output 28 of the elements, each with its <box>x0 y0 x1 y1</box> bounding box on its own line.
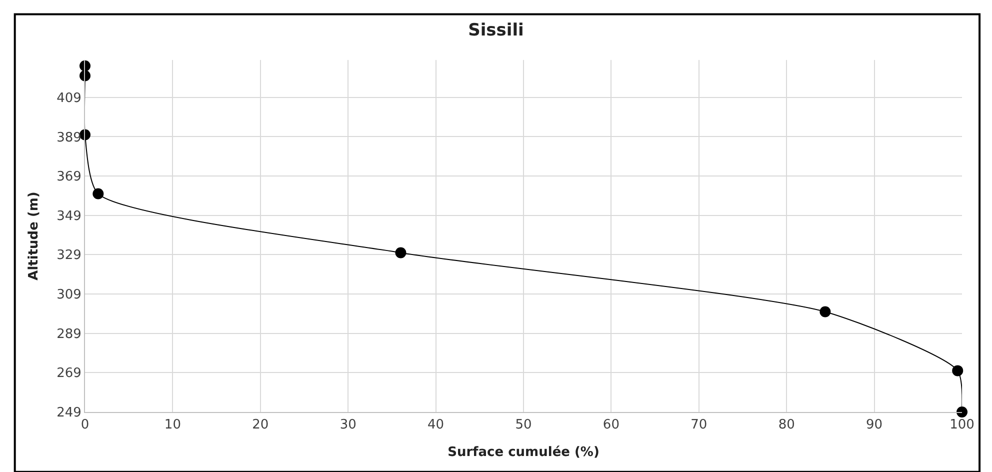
x-tick-label: 100 <box>950 418 974 433</box>
x-axis-title: Surface cumulée (%) <box>448 445 600 460</box>
x-tick-label: 80 <box>778 418 795 433</box>
y-tick-label: 369 <box>56 170 82 185</box>
y-tick-label: 289 <box>56 326 82 342</box>
x-tick-label: 60 <box>602 418 620 433</box>
x-tick-label: 10 <box>164 418 181 433</box>
x-tick-label: 20 <box>252 418 269 433</box>
y-tick-label: 309 <box>56 288 82 303</box>
x-tick-label: 0 <box>80 418 90 433</box>
x-tick-label: 70 <box>690 418 708 433</box>
x-tick-label: 50 <box>515 418 532 433</box>
x-tick-label: 30 <box>340 418 356 433</box>
y-tick-label: 269 <box>56 366 82 382</box>
point <box>92 188 104 200</box>
point <box>956 406 968 418</box>
y-tick-label: 409 <box>56 90 82 106</box>
chart-title: Sissili <box>468 20 524 40</box>
point <box>395 247 406 258</box>
y-tick-label: 349 <box>56 208 82 224</box>
point <box>820 306 831 318</box>
y-tick-label: 329 <box>56 248 82 264</box>
y-tick-label: 249 <box>56 406 82 421</box>
y-tick-label: 389 <box>56 130 82 146</box>
x-tick-label: 40 <box>428 418 444 433</box>
point <box>952 365 964 376</box>
x-tick-label: 90 <box>866 418 883 433</box>
y-axis-title: Altitude (m) <box>26 192 42 280</box>
